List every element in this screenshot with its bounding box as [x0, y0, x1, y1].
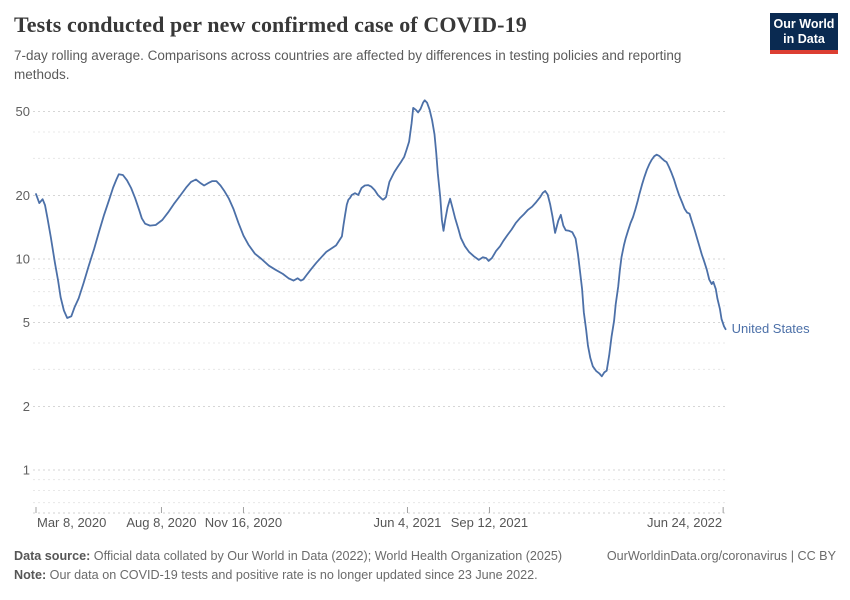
- y-axis-tick-label: 50: [16, 104, 30, 119]
- data-source-text: Official data collated by Our World in D…: [90, 549, 563, 563]
- owid-logo-line2: in Data: [783, 32, 825, 46]
- y-axis-tick-label: 20: [16, 188, 30, 203]
- note-line: Note: Our data on COVID-19 tests and pos…: [14, 566, 538, 585]
- data-source-line: Data source: Official data collated by O…: [14, 547, 562, 566]
- chart-footer: Data source: Official data collated by O…: [14, 547, 836, 585]
- license-link-text[interactable]: OurWorldinData.org/coronavirus | CC BY: [606, 549, 836, 563]
- license-link[interactable]: OurWorldinData.org/coronavirus | CC BY: [607, 547, 836, 566]
- note-text: Our data on COVID-19 tests and positive …: [46, 568, 538, 582]
- note-label: Note:: [14, 568, 47, 582]
- x-axis-tick-label: Aug 8, 2020: [126, 515, 196, 530]
- owid-logo-line1: Our World: [773, 17, 835, 31]
- owid-logo: Our World in Data: [770, 13, 838, 54]
- y-axis-tick-label: 1: [23, 463, 30, 478]
- footer-row-2: Note: Our data on COVID-19 tests and pos…: [14, 566, 836, 585]
- footer-row-1: Data source: Official data collated by O…: [14, 547, 836, 566]
- x-axis-tick-label: Nov 16, 2020: [205, 515, 282, 530]
- series-line-united-states: [35, 99, 727, 378]
- y-axis-tick-label: 10: [16, 252, 30, 267]
- data-source-label: Data source:: [14, 549, 91, 563]
- x-axis-tick-label: Sep 12, 2021: [451, 515, 528, 530]
- page-title: Tests conducted per new confirmed case o…: [14, 12, 527, 37]
- x-axis-tick-label: Jun 4, 2021: [373, 515, 441, 530]
- chart-header: Tests conducted per new confirmed case o…: [14, 12, 754, 84]
- series-label-united-states: United States: [732, 321, 811, 336]
- y-axis-tick-label: 2: [23, 399, 30, 414]
- y-axis-tick-label: 5: [23, 315, 30, 330]
- chart-subtitle: 7-day rolling average. Comparisons acros…: [14, 48, 682, 82]
- x-axis-tick-label: Jun 24, 2022: [647, 515, 722, 530]
- x-axis-tick-label: Mar 8, 2020: [37, 515, 106, 530]
